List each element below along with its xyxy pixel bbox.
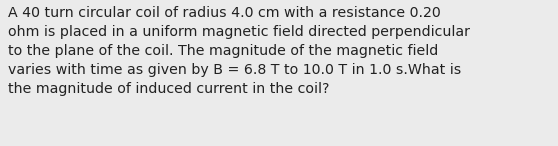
Text: A 40 turn circular coil of radius 4.0 cm with a resistance 0.20
ohm is placed in: A 40 turn circular coil of radius 4.0 cm… [8, 6, 470, 96]
